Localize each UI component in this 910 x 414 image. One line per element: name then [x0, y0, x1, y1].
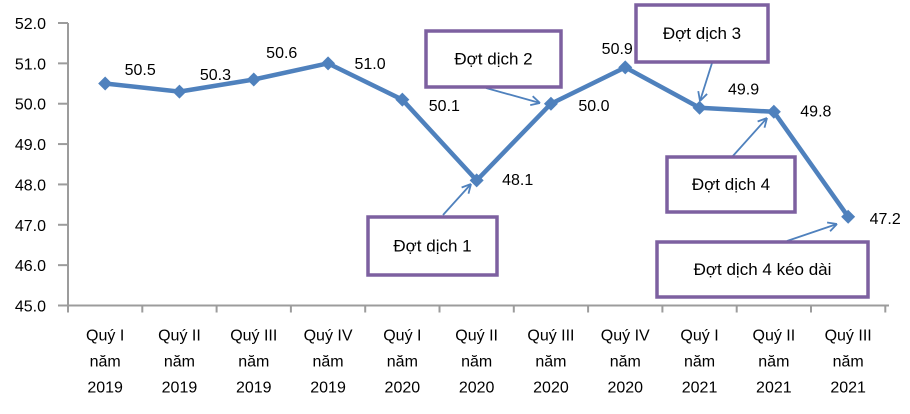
annotation-arrowhead	[757, 117, 768, 123]
x-axis-category-label: Quý III năm 2021	[825, 328, 872, 397]
x-axis-category-label: Quý II năm 2019	[158, 328, 201, 397]
y-axis-tick-label: 51.0	[15, 56, 46, 73]
data-point-marker	[395, 92, 410, 107]
annotation-arrowhead	[530, 102, 541, 106]
data-point-value-label: 48.1	[502, 172, 533, 189]
y-axis-tick-label: 52.0	[15, 16, 46, 33]
annotation-arrow-line	[699, 62, 713, 102]
annotation-box	[424, 29, 563, 89]
annotation-arrow-line	[786, 223, 838, 242]
annotation-text: Đợt dịch 1	[393, 237, 471, 256]
data-point-value-label: 50.6	[266, 45, 297, 62]
data-point-marker	[98, 76, 113, 91]
y-axis-tick-label: 45.0	[15, 299, 46, 316]
annotation-arrow-line	[485, 87, 541, 104]
annotation-arrowhead	[467, 183, 472, 194]
y-axis-tick-label: 47.0	[15, 218, 46, 235]
annotation-arrowhead	[829, 223, 838, 232]
data-point-marker	[692, 100, 707, 115]
annotation-arrow-line	[442, 183, 472, 216]
data-point-value-label: 49.8	[800, 103, 831, 120]
x-axis-category-label: Quý III năm 2019	[230, 328, 277, 397]
x-axis-category-label: Quý IV năm 2019	[304, 328, 353, 397]
annotation-box	[655, 240, 870, 299]
annotation-arrowhead	[699, 93, 708, 102]
y-axis-tick-label: 50.0	[15, 97, 46, 114]
data-point-value-label: 50.5	[125, 62, 156, 79]
data-point-marker	[618, 60, 633, 75]
y-axis-tick-label: 49.0	[15, 137, 46, 154]
x-axis-category-label: Quý III năm 2020	[527, 328, 574, 397]
annotation-arrowhead	[826, 221, 838, 225]
x-axis-category-label: Quý IV năm 2020	[601, 328, 650, 397]
annotation-text: Đợt dịch 4	[692, 175, 770, 194]
data-point-value-label: 50.0	[578, 98, 609, 115]
y-axis-tick-label: 46.0	[15, 258, 46, 275]
annotation-arrow-line	[731, 117, 768, 158]
annotation-text: Đợt dịch 2	[454, 50, 532, 69]
x-axis-category-label: Quý II năm 2020	[455, 328, 498, 397]
data-point-marker	[543, 96, 558, 111]
data-point-marker	[246, 72, 261, 87]
data-point-marker	[841, 209, 856, 224]
data-point-marker	[172, 84, 187, 99]
annotation-arrowhead	[763, 117, 768, 128]
y-axis-tick-label: 48.0	[15, 177, 46, 194]
annotation-arrowhead	[461, 183, 472, 189]
data-point-value-label: 50.1	[429, 98, 460, 115]
data-point-marker	[766, 104, 781, 119]
annotation-arrowhead	[697, 90, 701, 102]
x-axis-category-label: Quý II năm 2021	[753, 328, 796, 397]
data-point-value-label: 47.2	[870, 211, 901, 228]
data-point-value-label: 50.3	[200, 67, 231, 84]
annotation-box	[634, 3, 770, 64]
data-point-marker	[469, 173, 484, 188]
annotation-text: Đợt dịch 4 kéo dài	[694, 260, 832, 279]
data-point-value-label: 50.9	[602, 41, 633, 58]
annotation-text: Đợt dịch 3	[663, 24, 741, 43]
data-point-value-label: 49.9	[728, 81, 759, 98]
annotation-box	[665, 155, 797, 214]
data-point-value-label: 51.0	[354, 56, 385, 73]
annotation-arrowhead	[532, 95, 541, 104]
data-point-marker	[321, 56, 336, 71]
annotation-box	[366, 215, 499, 277]
